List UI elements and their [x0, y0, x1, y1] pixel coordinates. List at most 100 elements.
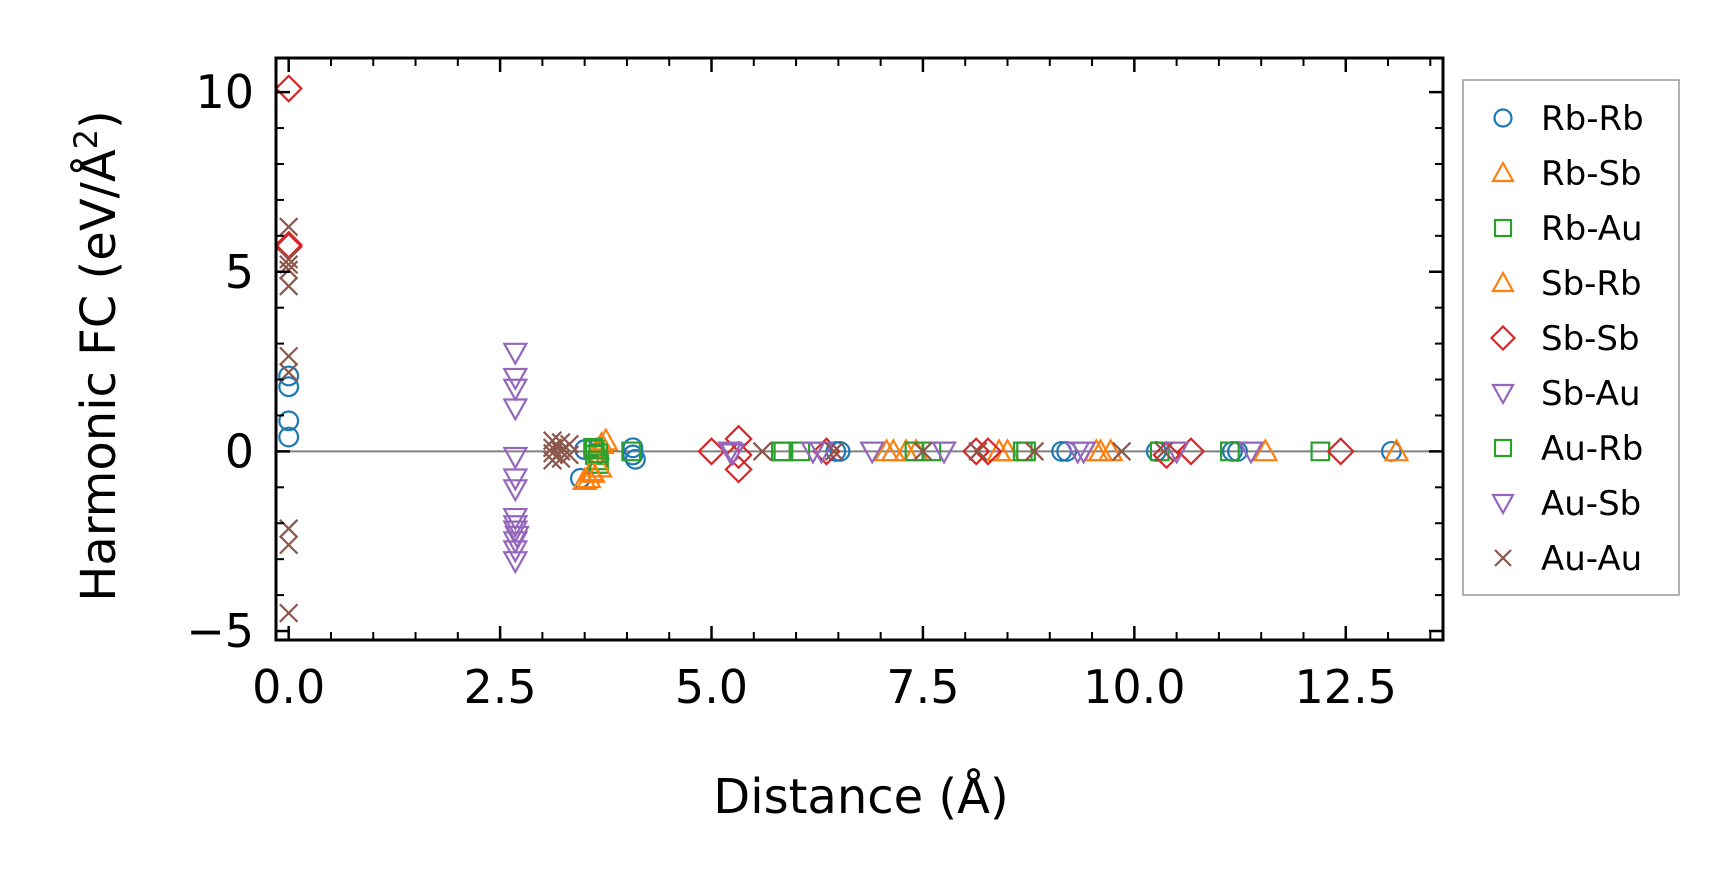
- data-point: [279, 535, 299, 555]
- data-point: [278, 426, 300, 448]
- series-sb-sb: [274, 74, 1355, 484]
- x-tick-label: 12.5: [1295, 660, 1397, 714]
- data-point: [502, 342, 529, 366]
- data-point: [621, 441, 642, 462]
- legend-marker: [1491, 493, 1515, 516]
- data-point: [913, 441, 933, 461]
- legend-label: Au-Au: [1541, 539, 1642, 579]
- x-tick-label: 10.0: [1083, 660, 1185, 714]
- legend-marker: [1491, 160, 1515, 183]
- data-point: [986, 438, 1012, 462]
- x-tick-label: 0.0: [252, 660, 325, 714]
- data-point: [274, 232, 303, 261]
- data-point: [859, 441, 886, 465]
- legend-label: Sb-Sb: [1541, 319, 1640, 359]
- legend-marker: [1489, 324, 1517, 352]
- data-point: [279, 217, 299, 237]
- data-point: [502, 479, 529, 503]
- legend-marker: [1493, 218, 1513, 238]
- data-point: [274, 230, 303, 260]
- series-au-sb: [504, 441, 1264, 550]
- legend-item: Au-Sb: [1491, 484, 1641, 524]
- data-point: [622, 437, 644, 459]
- data-point: [584, 439, 605, 460]
- data-point: [278, 376, 300, 398]
- data-point: [773, 441, 794, 462]
- data-point: [278, 365, 300, 387]
- legend-label: Au-Rb: [1541, 429, 1643, 469]
- data-point: [1097, 438, 1124, 462]
- data-point: [502, 551, 529, 575]
- data-point: [1112, 441, 1132, 461]
- data-point: [973, 437, 1003, 466]
- data-point: [968, 441, 988, 461]
- legend-item: Rb-Rb: [1493, 99, 1644, 139]
- data-point: [1326, 437, 1355, 466]
- data-point: [279, 260, 299, 280]
- data-point: [880, 438, 907, 462]
- data-point: [724, 455, 753, 484]
- data-point: [559, 445, 580, 465]
- data-point: [961, 437, 991, 466]
- data-point: [274, 74, 303, 103]
- legend-marker: [1493, 108, 1513, 128]
- legend-box: [1462, 79, 1680, 596]
- axes-frame: 0.0 2.5 5.0 7.5 10.0 12.5 −5 0 5 10: [186, 56, 1445, 714]
- data-point: [504, 525, 530, 550]
- data-point: [1012, 441, 1033, 462]
- data-point: [502, 507, 529, 532]
- legend-item: Sb-Au: [1491, 374, 1641, 414]
- y-tick-label: 10: [195, 65, 254, 119]
- data-point: [1154, 441, 1174, 461]
- data-point: [697, 437, 726, 466]
- data-point: [1064, 441, 1091, 465]
- data-point: [279, 603, 299, 623]
- data-point: [824, 441, 844, 461]
- legend-label: Rb-Au: [1541, 209, 1643, 249]
- data-point: [583, 437, 604, 458]
- data-point: [808, 441, 835, 465]
- data-markers: [274, 74, 1410, 623]
- data-point: [829, 440, 851, 462]
- data-point: [1163, 441, 1190, 465]
- legend-marker: [1493, 438, 1513, 458]
- data-point: [278, 410, 300, 432]
- y-tick-label: 5: [225, 245, 254, 299]
- data-point: [502, 446, 529, 471]
- data-point: [279, 276, 299, 296]
- legend-label: Sb-Rb: [1541, 264, 1642, 304]
- axes-border: [274, 56, 1445, 642]
- data-point: [812, 437, 841, 466]
- series-au-rb: [584, 439, 1033, 464]
- data-point: [578, 457, 605, 482]
- legend: Rb-Rb Rb-Sb Rb-Au Sb-Rb Sb-Sb Sb-Au Au-Rb Au-Sb…: [1462, 79, 1680, 596]
- data-point: [1152, 440, 1181, 470]
- data-point: [588, 443, 609, 464]
- data-point: [1383, 438, 1410, 462]
- data-point: [622, 444, 644, 466]
- data-point: [1024, 441, 1045, 461]
- legend-item: Rb-Au: [1493, 209, 1643, 249]
- data-point: [502, 398, 529, 422]
- x-tick-label: 2.5: [464, 660, 537, 714]
- data-point: [724, 440, 753, 470]
- legend-label: Rb-Sb: [1541, 154, 1642, 194]
- series-rb-rb: [278, 365, 1402, 489]
- data-point: [717, 441, 743, 465]
- legend-label: Sb-Au: [1541, 374, 1641, 414]
- data-point: [279, 346, 299, 366]
- legend-label: Au-Sb: [1541, 484, 1641, 524]
- legend-item: Au-Rb: [1493, 429, 1643, 469]
- data-point: [1238, 441, 1264, 465]
- y-tick-label: −5: [186, 604, 254, 658]
- series-sb-rb: [578, 438, 1110, 482]
- legend-marker: [1494, 549, 1512, 567]
- y-tick-label: 0: [225, 424, 254, 478]
- legend-item: Sb-Sb: [1489, 319, 1640, 359]
- data-point: [931, 441, 957, 465]
- x-axis-title: Distance (Å): [713, 768, 1008, 825]
- data-point: [279, 254, 299, 275]
- data-point: [279, 362, 299, 382]
- legend-item: Sb-Rb: [1491, 264, 1642, 304]
